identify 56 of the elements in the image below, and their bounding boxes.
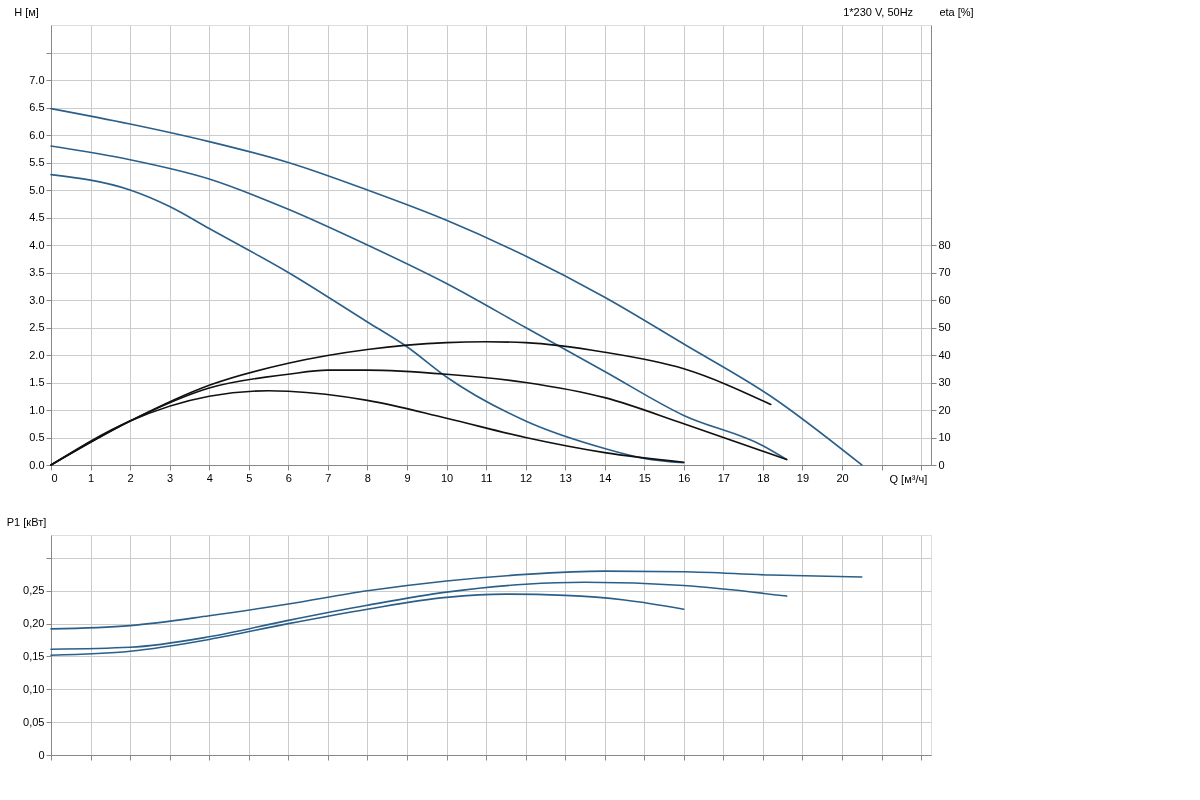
- y2-tick-label: 40: [938, 348, 951, 361]
- y2-tick-label: 80: [938, 238, 951, 251]
- y2-tick-label: 10: [938, 431, 951, 443]
- y2-tick-label: 70: [938, 266, 951, 278]
- y2-tick-label: 60: [938, 293, 951, 306]
- x-tick-label: 13: [559, 471, 572, 484]
- y-tick-label: 2.5: [29, 321, 45, 333]
- y-tick-label: 1.5: [29, 376, 45, 388]
- x-tick-label: 6: [285, 471, 292, 484]
- y2-axis-title: eta [%]: [939, 5, 974, 18]
- y-tick-label: 5.0: [29, 183, 45, 196]
- y-tick-label: 0,15: [23, 649, 45, 662]
- x-axis-title: Q [м³/ч]: [889, 472, 928, 485]
- y-tick-label: 0,20: [23, 617, 45, 630]
- x-tick-label: 18: [757, 471, 770, 484]
- y-tick-label: 0.0: [29, 458, 45, 471]
- x-tick-label: 8: [364, 471, 371, 484]
- y-tick-label: 5.5: [29, 156, 45, 168]
- x-tick-label: 5: [246, 471, 253, 484]
- y2-tick-label: 0: [938, 458, 945, 471]
- y-tick-label: 4.0: [29, 238, 45, 251]
- y2-tick-label: 20: [938, 403, 951, 416]
- x-tick-label: 20: [836, 471, 849, 484]
- x-tick-label: 15: [638, 471, 651, 484]
- x-tick-label: 12: [519, 471, 533, 484]
- y-tick-label: 3.5: [29, 266, 45, 278]
- x-tick-label: 17: [717, 471, 730, 484]
- y-tick-label: 0,25: [23, 584, 45, 597]
- y-tick-label: 0,05: [23, 715, 45, 728]
- y-axis-title: P1 [кВт]: [6, 515, 47, 528]
- x-tick-label: 14: [599, 471, 612, 484]
- y-tick-label: 7.0: [29, 73, 45, 86]
- chart-title: 1*230 V, 50Hz: [843, 6, 914, 18]
- x-tick-label: 7: [325, 471, 332, 484]
- x-tick-label: 0: [51, 471, 58, 484]
- x-tick-label: 3: [167, 471, 174, 484]
- x-tick-label: 2: [127, 471, 134, 484]
- y-tick-label: 3.0: [29, 293, 45, 306]
- x-tick-label: 1: [87, 471, 95, 484]
- x-tick-label: 9: [404, 471, 411, 484]
- y-tick-label: 1.0: [29, 403, 45, 416]
- y-tick-label: 0.5: [29, 431, 45, 443]
- y-tick-label: 0,10: [23, 682, 45, 695]
- y-tick-label: 0: [38, 748, 45, 761]
- y2-tick-label: 50: [938, 321, 951, 333]
- x-tick-label: 19: [796, 471, 810, 484]
- y-axis-title: H [м]: [14, 5, 39, 18]
- y-tick-label: 2.0: [29, 348, 45, 361]
- y-tick-label: 6.5: [29, 101, 45, 113]
- x-tick-label: 11: [480, 471, 493, 484]
- y-tick-label: 4.5: [29, 211, 45, 223]
- y2-tick-label: 30: [938, 376, 951, 388]
- x-tick-label: 16: [678, 471, 691, 484]
- x-tick-label: 4: [206, 471, 213, 484]
- y-tick-label: 6.0: [29, 128, 45, 141]
- x-tick-label: 10: [440, 471, 454, 484]
